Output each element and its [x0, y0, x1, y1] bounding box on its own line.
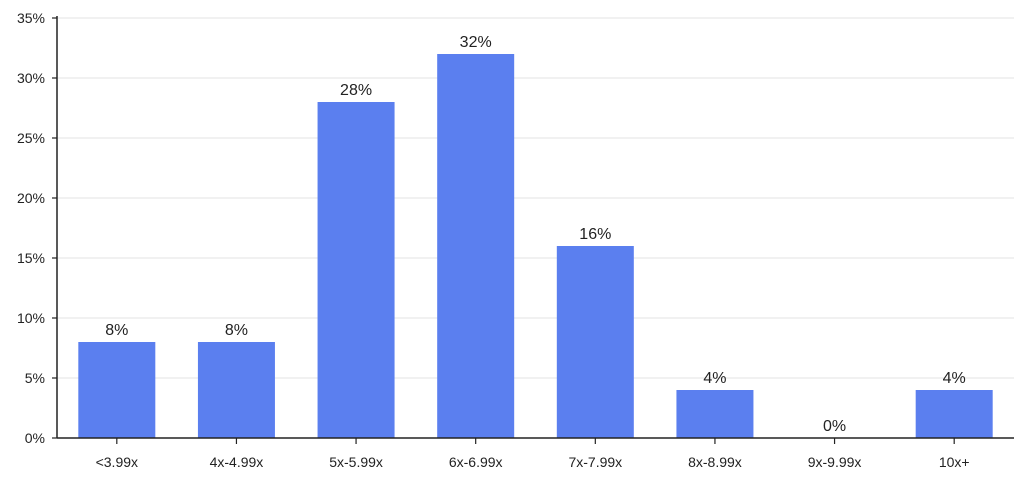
y-tick-label: 35% — [17, 10, 45, 26]
y-tick-label: 15% — [17, 250, 45, 266]
x-tick-label: 5x-5.99x — [329, 454, 383, 470]
x-tick-label: 6x-6.99x — [449, 454, 503, 470]
x-tick-label: 9x-9.99x — [808, 454, 862, 470]
y-tick-label: 5% — [25, 370, 45, 386]
axis-layer: 0% 5% 10% 15% 20% 25% 30% 35% <3.99x 4x-4.99x 5x-5… — [17, 10, 1014, 470]
data-label: 0% — [823, 418, 846, 435]
bar — [556, 246, 634, 438]
x-tick-label: <3.99x — [96, 454, 138, 470]
x-tick-label: 4x-4.99x — [210, 454, 264, 470]
data-label: 8% — [225, 322, 248, 339]
y-tick-label: 10% — [17, 310, 45, 326]
data-label: 32% — [460, 34, 492, 51]
x-tick-label: 7x-7.99x — [568, 454, 622, 470]
bar — [78, 342, 156, 438]
data-label: 4% — [943, 370, 966, 387]
bar — [676, 390, 754, 438]
data-label: 4% — [703, 370, 726, 387]
y-tick-label: 25% — [17, 130, 45, 146]
data-label: 16% — [579, 226, 611, 243]
bar — [317, 102, 395, 438]
data-label: 8% — [105, 322, 128, 339]
bar-layer — [78, 54, 993, 438]
y-tick-label: 0% — [25, 430, 45, 446]
bar — [197, 342, 275, 438]
bar — [915, 390, 993, 438]
data-label: 28% — [340, 82, 372, 99]
x-tick-label: 10x+ — [939, 454, 970, 470]
y-tick-label: 20% — [17, 190, 45, 206]
bar — [437, 54, 515, 438]
x-tick-label: 8x-8.99x — [688, 454, 742, 470]
y-tick-label: 30% — [17, 70, 45, 86]
grid-layer — [57, 17, 1014, 379]
data-label-layer: 8% 8% 28% 32% 16% 4% 0% 4% — [105, 34, 966, 435]
